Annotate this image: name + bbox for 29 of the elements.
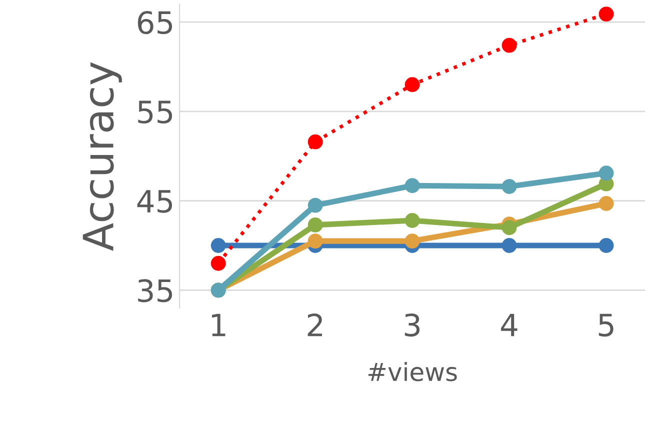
x-tick-label: 1 [212, 314, 226, 336]
x-tick-label: 2 [308, 313, 322, 336]
point [502, 38, 517, 53]
point [404, 178, 420, 194]
y-tick-label: 45 [137, 190, 172, 213]
point [308, 234, 323, 248]
x-axis-title: #views [368, 362, 457, 382]
y-tick-label: 65 [138, 11, 172, 34]
point [598, 196, 614, 211]
point [404, 213, 420, 228]
point [404, 234, 420, 248]
point [308, 134, 323, 150]
point [598, 6, 614, 22]
y-tick-label: 35 [138, 279, 172, 302]
point [308, 198, 323, 213]
point [308, 217, 323, 232]
point [502, 220, 517, 236]
point [598, 166, 614, 181]
point [210, 256, 226, 271]
y-tick-label: 55 [138, 100, 172, 124]
y-axis-title: Accuracy [82, 62, 122, 251]
point [502, 238, 517, 253]
x-tick-label: 3 [404, 313, 420, 337]
point [210, 238, 226, 253]
point [404, 77, 420, 92]
x-tick-label: 4 [501, 314, 518, 336]
point [598, 238, 614, 253]
x-tick-label: 5 [598, 314, 614, 337]
point [502, 179, 517, 194]
